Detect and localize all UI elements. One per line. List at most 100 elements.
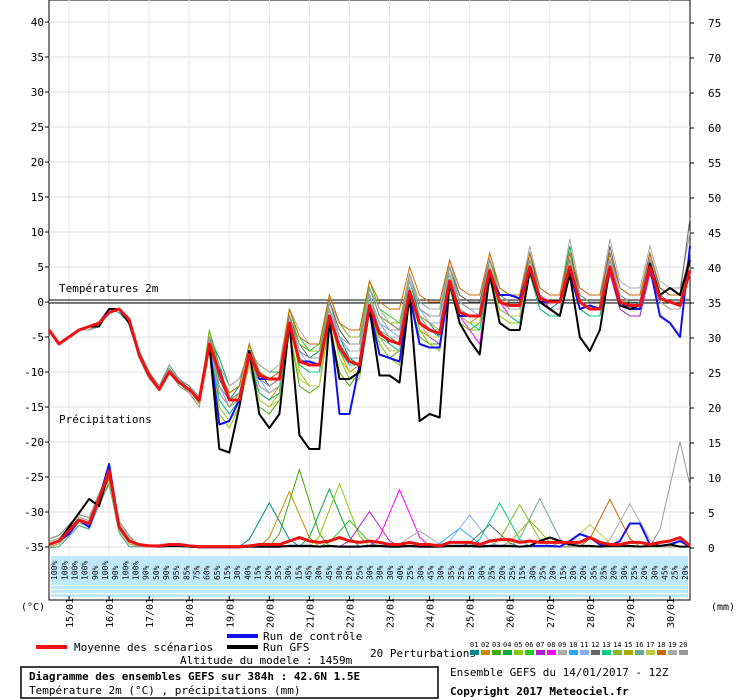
cloud-cover-band: 100% 100% 100% 100% 90% 100% 90% 100% 100% 90% 50%…	[50, 556, 690, 598]
cloud-percent-8: 100%	[131, 561, 140, 580]
date-label-2: 17/01	[145, 598, 156, 628]
right-tick-label-10: 25	[708, 367, 721, 380]
date-label-12: 27/01	[546, 598, 557, 628]
perturbation-id-13: 13	[602, 641, 610, 649]
cloud-percent-36: 30%	[416, 565, 425, 580]
cloud-percent-12: 95%	[172, 565, 181, 580]
cloud-percent-58: 20%	[640, 565, 649, 580]
perturbation-id-12: 12	[591, 641, 599, 649]
perturbation-id-03: 03	[492, 641, 500, 649]
perturbation-swatch-19	[668, 650, 677, 655]
perturbation-id-18: 18	[657, 641, 665, 649]
date-label-13: 28/01	[586, 598, 597, 628]
cloud-percent-38: 30%	[437, 565, 446, 580]
right-tick-label-9: 30	[708, 332, 721, 345]
run-info: Ensemble GEFS du 14/01/2017 - 12Z	[450, 666, 669, 679]
date-label-4: 19/01	[225, 598, 236, 628]
cloud-percent-10: 50%	[152, 565, 161, 580]
left-tick-label-3: 25	[31, 121, 44, 134]
left-tick-label-4: 20	[31, 156, 44, 169]
left-tick-label-15: -35	[24, 541, 44, 554]
member-temperature-20	[48, 258, 691, 402]
perturbation-id-09: 09	[558, 641, 566, 649]
cloud-percent-3: 100%	[81, 561, 90, 580]
title-box	[20, 666, 439, 699]
left-tick-label-11: -15	[24, 401, 44, 414]
cloud-percent-49: 20%	[549, 565, 558, 580]
right-tick-label-5: 50	[708, 192, 721, 205]
left-tick-label-14: -30	[24, 506, 44, 519]
perturbation-color-legend: 01 02 03 04 05 06 07 08 09 10 11 12 13 14 15 16 17 18 19 20	[470, 641, 688, 655]
right-tick-label-1: 70	[708, 52, 721, 65]
perturbation-id-20: 20	[679, 641, 687, 649]
right-tick-label-6: 45	[708, 227, 721, 240]
series-temperature-mean	[47, 265, 692, 402]
perturbation-swatch-17	[646, 650, 655, 655]
cloud-percent-25: 45%	[304, 565, 313, 580]
perturbation-swatch-16	[635, 650, 644, 655]
right-tick-label-11: 20	[708, 402, 721, 415]
perturbations-label: 20 Perturbations	[370, 647, 476, 660]
right-tick-label-4: 55	[708, 157, 721, 170]
cloud-percent-42: 30%	[477, 565, 486, 580]
legend-label-control: Run de contrôle	[263, 630, 362, 643]
left-tick-label-13: -25	[24, 471, 44, 484]
cloud-percent-0: 100%	[50, 561, 59, 580]
cloud-percent-26: 30%	[315, 565, 324, 580]
cloud-percent-30: 25%	[355, 565, 364, 580]
right-tick-label-2: 65	[708, 87, 721, 100]
legend-label-mean: Moyenne des scénarios	[74, 641, 213, 654]
cloud-percent-61: 25%	[671, 565, 680, 580]
perturbation-id-01: 01	[470, 641, 478, 649]
perturbation-id-16: 16	[635, 641, 643, 649]
perturbation-id-17: 17	[646, 641, 654, 649]
left-tick-label-7: 5	[37, 261, 44, 274]
left-tick-label-8: 0	[37, 296, 44, 309]
chart-subtitle: Température 2m (°C) , précipitations (mm…	[29, 684, 301, 697]
right-tick-label-7: 40	[708, 262, 721, 275]
cloud-percent-2: 100%	[70, 561, 79, 580]
cloud-percent-13: 85%	[182, 565, 191, 580]
cloud-percent-16: 65%	[213, 565, 222, 580]
cloud-percent-43: 25%	[488, 565, 497, 580]
perturbation-swatch-12	[591, 650, 600, 655]
perturbation-swatch-08	[547, 650, 556, 655]
date-label-11: 26/01	[506, 598, 517, 628]
perturbation-swatch-02	[481, 650, 490, 655]
cloud-percent-47: 30%	[528, 565, 537, 580]
cloud-percent-27: 45%	[325, 565, 334, 580]
cloud-percent-48: 25%	[538, 565, 547, 580]
cloud-percent-20: 15%	[254, 565, 263, 580]
date-label-7: 22/01	[345, 598, 356, 628]
cloud-percent-28: 30%	[335, 565, 344, 580]
date-label-0: 15/01	[65, 598, 76, 628]
perturbation-id-15: 15	[624, 641, 632, 649]
cloud-percent-7: 100%	[121, 561, 130, 580]
perturbation-id-06: 06	[525, 641, 533, 649]
cloud-percent-62: 20%	[681, 565, 690, 580]
date-axis-ticks: 15/01 16/01 17/01 18/01 19/01 20/01 21/01 22/01…	[65, 596, 677, 628]
perturbation-swatch-18	[657, 650, 666, 655]
cloud-percent-55: 20%	[610, 565, 619, 580]
perturbation-id-11: 11	[580, 641, 588, 649]
cloud-percent-53: 35%	[589, 565, 598, 580]
left-tick-label-1: 35	[31, 51, 44, 64]
left-tick-label-9: -5	[31, 331, 44, 344]
perturbation-swatch-20	[679, 650, 688, 655]
cloud-percent-51: 20%	[569, 565, 578, 580]
perturbation-swatch-11	[580, 650, 589, 655]
cloud-percent-32: 30%	[376, 565, 385, 580]
cloud-percent-34: 40%	[396, 565, 405, 580]
right-tick-label-8: 35	[708, 297, 721, 310]
precipitation-section-label: Précipitations	[59, 413, 152, 426]
cloud-percent-17: 15%	[223, 565, 232, 580]
perturbation-id-10: 10	[569, 641, 577, 649]
cloud-percent-46: 15%	[518, 565, 527, 580]
left-tick-label-0: 40	[31, 16, 44, 29]
cloud-percent-60: 45%	[661, 565, 670, 580]
main-series-lines	[47, 245, 692, 549]
perturbation-id-07: 07	[536, 641, 544, 649]
cloud-percent-1: 100%	[60, 561, 69, 580]
cloud-percent-41: 35%	[467, 565, 476, 580]
